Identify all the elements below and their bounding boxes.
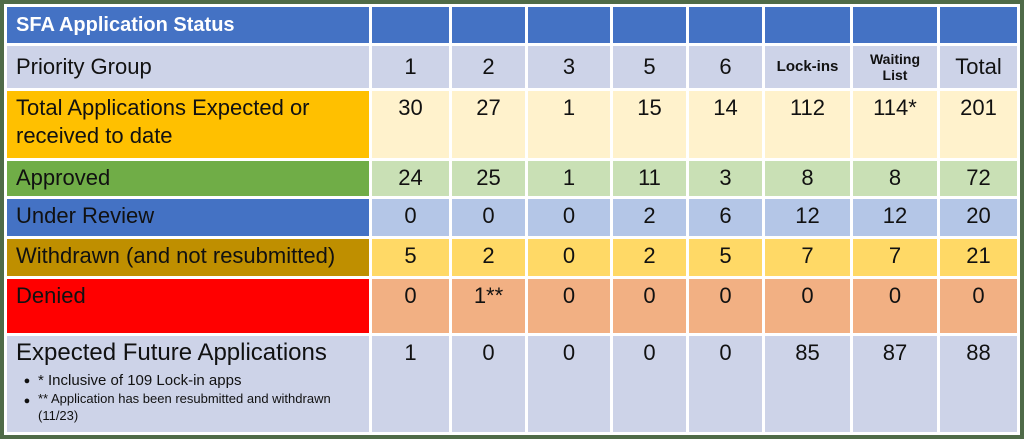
value-cell: 24: [372, 161, 449, 196]
value-cell: 0: [528, 239, 610, 276]
col-header-lock-ins: Lock-ins: [765, 46, 850, 88]
value-cell: 3: [689, 161, 762, 196]
value-cell: 25: [452, 161, 525, 196]
value-cell: 201: [940, 91, 1017, 158]
bullet-icon: ●: [23, 395, 31, 408]
value-cell: 0: [689, 279, 762, 333]
value-cell: 1: [372, 336, 449, 432]
value-cell: 5: [689, 239, 762, 276]
value-cell: 0: [689, 336, 762, 432]
value-cell: 0: [765, 279, 850, 333]
value-cell: 12: [765, 199, 850, 236]
value-cell: 20: [940, 199, 1017, 236]
value-cell: 1: [528, 161, 610, 196]
value-cell: 85: [765, 336, 850, 432]
row-label-total-applications: Total Applications Expected or received …: [7, 91, 369, 158]
value-cell: 0: [528, 199, 610, 236]
value-cell: 72: [940, 161, 1017, 196]
bullet-icon: ●: [23, 374, 31, 387]
value-cell: 0: [528, 279, 610, 333]
row-label-denied: Denied: [7, 279, 369, 333]
col-header-6: 6: [689, 46, 762, 88]
value-cell: 2: [613, 239, 686, 276]
table-grid: SFA Application Status Priority Group 1 …: [7, 7, 1017, 432]
value-cell: 0: [452, 199, 525, 236]
value-cell: 8: [853, 161, 937, 196]
col-header-total: Total: [940, 46, 1017, 88]
col-header-1: 1: [372, 46, 449, 88]
row-label-approved: Approved: [7, 161, 369, 196]
value-cell: 0: [613, 279, 686, 333]
value-cell: 12: [853, 199, 937, 236]
value-cell: 2: [613, 199, 686, 236]
col-header-waiting-list: Waiting List: [853, 46, 937, 88]
value-cell: 8: [765, 161, 850, 196]
header-spacer-cell: [613, 7, 686, 43]
footnote-lock-in: ● * Inclusive of 109 Lock-in apps: [16, 371, 363, 391]
value-cell: 2: [452, 239, 525, 276]
value-cell: 1**: [452, 279, 525, 333]
row-label-under-review: Under Review: [7, 199, 369, 236]
col-header-2: 2: [452, 46, 525, 88]
value-cell: 112: [765, 91, 850, 158]
value-cell: 11: [613, 161, 686, 196]
value-cell: 1: [528, 91, 610, 158]
value-cell: 0: [940, 279, 1017, 333]
value-cell: 87: [853, 336, 937, 432]
value-cell: 21: [940, 239, 1017, 276]
value-cell: 0: [452, 336, 525, 432]
col-header-5: 5: [613, 46, 686, 88]
header-spacer-cell: [452, 7, 525, 43]
value-cell: 27: [452, 91, 525, 158]
value-cell: 114*: [853, 91, 937, 158]
value-cell: 0: [372, 279, 449, 333]
value-cell: 5: [372, 239, 449, 276]
value-cell: 7: [853, 239, 937, 276]
value-cell: 30: [372, 91, 449, 158]
value-cell: 15: [613, 91, 686, 158]
value-cell: 14: [689, 91, 762, 158]
footnote-resubmitted: ● ** Application has been resubmitted an…: [16, 391, 363, 425]
value-cell: 0: [528, 336, 610, 432]
value-cell: 0: [372, 199, 449, 236]
table-title: SFA Application Status: [7, 7, 369, 43]
header-spacer-cell: [853, 7, 937, 43]
value-cell: 0: [613, 336, 686, 432]
value-cell: 6: [689, 199, 762, 236]
value-cell: 88: [940, 336, 1017, 432]
header-spacer-cell: [765, 7, 850, 43]
expected-future-heading: Expected Future Applications: [16, 339, 327, 366]
header-spacer-cell: [528, 7, 610, 43]
col-header-3: 3: [528, 46, 610, 88]
priority-group-label: Priority Group: [7, 46, 369, 88]
header-spacer-cell: [689, 7, 762, 43]
header-spacer-cell: [372, 7, 449, 43]
header-spacer-cell: [940, 7, 1017, 43]
row-label-withdrawn: Withdrawn (and not resubmitted): [7, 239, 369, 276]
value-cell: 0: [853, 279, 937, 333]
value-cell: 7: [765, 239, 850, 276]
row-label-expected-future: Expected Future Applications ● * Inclusi…: [7, 336, 369, 432]
